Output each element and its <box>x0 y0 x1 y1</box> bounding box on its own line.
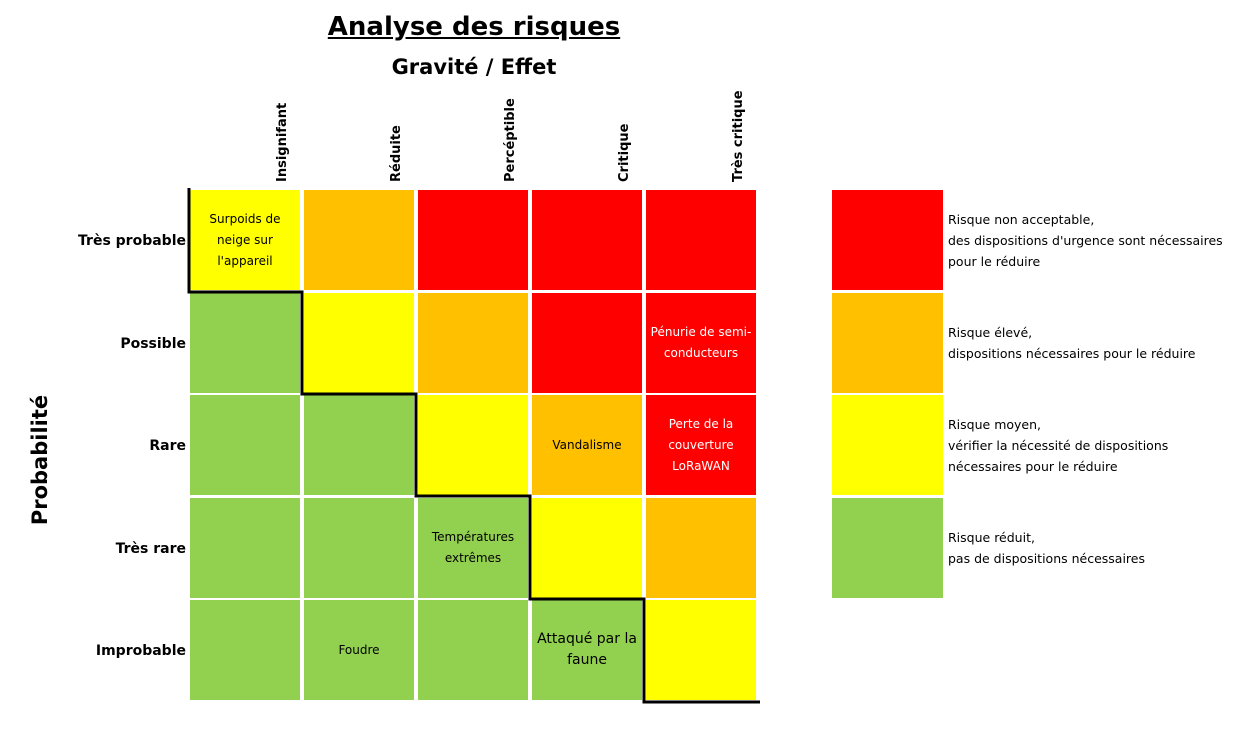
legend-swatch-yellow <box>832 395 943 495</box>
legend-text-green: Risque réduit, pas de dispositions nécess… <box>948 530 1145 566</box>
risk-temperatures-extremes: Températures extrêmes <box>431 530 515 565</box>
cell-tres-probable-perceptible <box>418 190 528 290</box>
cell-possible-insignifant <box>190 293 300 393</box>
cell-tres-probable-reduite <box>304 190 414 290</box>
row-header-tres-probable: Très probable <box>78 232 186 249</box>
cell-improbable-critique: Attaqué par la faune <box>532 600 642 700</box>
page-title: Analyse des risques <box>327 12 621 42</box>
row-header-improbable: Improbable <box>95 642 186 659</box>
column-header-insignifant: Insignifant <box>274 102 290 182</box>
legend-text-yellow: Risque moyen, vérifier la nécessité de di… <box>948 416 1169 474</box>
cell-tres-rare-perceptible: Températures extrêmes <box>418 498 528 598</box>
cell-possible-tres-critique: Pénurie de semi-conducteurs <box>646 293 756 393</box>
column-header-critique: Critique <box>616 123 632 182</box>
cell-tres-rare-insignifant <box>190 498 300 598</box>
cell-rare-perceptible <box>418 395 528 495</box>
row-header-possible: Possible <box>120 335 186 352</box>
risk-penurie-semi-conducteurs: Pénurie de semi-conducteurs <box>650 325 752 360</box>
risk-vandalisme: Vandalisme <box>552 437 622 452</box>
cell-tres-probable-critique <box>532 190 642 290</box>
legend-text-orange: Risque élevé, dispositions nécessaires po… <box>948 325 1196 361</box>
cell-possible-critique <box>532 293 642 393</box>
row-header-tres-rare: Très rare <box>115 540 186 557</box>
row-header-rare: Rare <box>149 437 186 454</box>
cell-rare-tres-critique: Perte de la couverture LoRaWAN <box>646 395 756 495</box>
column-header-reduite: Réduite <box>388 125 404 182</box>
column-header-tres-critique: Très critique <box>730 90 746 182</box>
cell-rare-reduite <box>304 395 414 495</box>
cell-tres-probable-insignifant: Surpoids de neige sur l'appareil <box>190 190 300 290</box>
risk-attaque-faune: Attaqué par la faune <box>537 631 637 668</box>
legend-text-red: Risque non acceptable, des dispositions d… <box>948 211 1223 269</box>
cell-rare-insignifant <box>190 395 300 495</box>
cell-improbable-perceptible <box>418 600 528 700</box>
cell-possible-perceptible <box>418 293 528 393</box>
cell-improbable-insignifant <box>190 600 300 700</box>
risk-foudre: Foudre <box>338 642 380 657</box>
cell-tres-probable-tres-critique <box>646 190 756 290</box>
cell-tres-rare-reduite <box>304 498 414 598</box>
legend-swatch-red <box>832 190 943 290</box>
severity-axis-title: Gravité / Effet <box>391 55 557 79</box>
risk-perte-couverture-lorawan: Perte de la couverture LoRaWAN <box>668 416 734 473</box>
cell-tres-rare-critique <box>532 498 642 598</box>
cell-improbable-tres-critique <box>646 600 756 700</box>
legend-swatch-orange <box>832 293 943 393</box>
legend-swatch-green <box>832 498 943 598</box>
column-header-perceptible: Percéptible <box>502 98 518 182</box>
cell-tres-rare-tres-critique <box>646 498 756 598</box>
cell-possible-reduite <box>304 293 414 393</box>
cell-rare-critique: Vandalisme <box>532 395 642 495</box>
risk-surpoids-neige: Surpoids de neige sur l'appareil <box>209 211 281 268</box>
probability-axis-title: Probabilité <box>28 394 53 526</box>
cell-improbable-reduite: Foudre <box>304 600 414 700</box>
